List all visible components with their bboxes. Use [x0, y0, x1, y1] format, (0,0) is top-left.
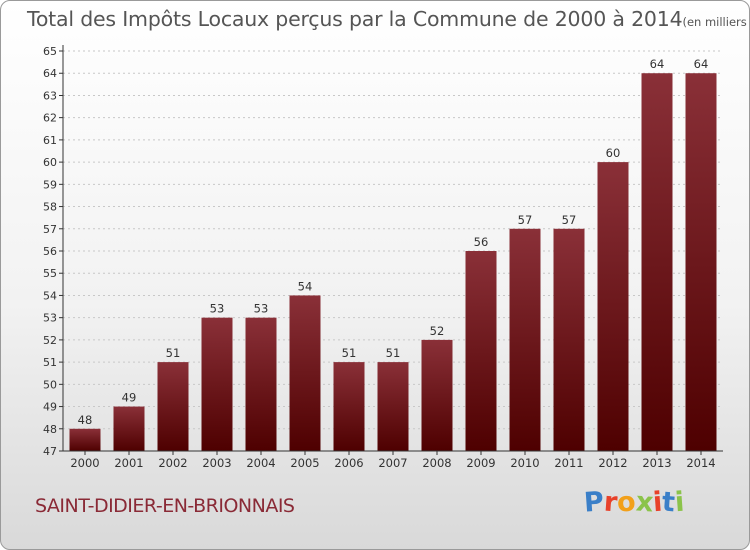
value-label: 51: [166, 346, 181, 360]
x-tick-label: 2011: [554, 456, 583, 470]
x-tick-label: 2002: [158, 456, 187, 470]
y-tick-label: 65: [43, 45, 57, 58]
y-tick-label: 50: [43, 378, 57, 391]
chart-title: Total des Impôts Locaux perçus par la Co…: [27, 7, 749, 31]
bar: [465, 251, 497, 451]
value-label: 57: [518, 213, 533, 227]
value-label: 56: [474, 235, 489, 249]
y-tick-label: 53: [43, 312, 57, 325]
bar: [641, 73, 673, 451]
bars: [69, 73, 717, 451]
bar: [377, 362, 409, 451]
y-tick-label: 56: [43, 245, 57, 258]
bar: [157, 362, 189, 451]
axes: [59, 45, 723, 455]
value-label: 52: [430, 324, 445, 338]
chart-title-text: Total des Impôts Locaux perçus par la Co…: [27, 7, 683, 31]
commune-name: SAINT-DIDIER-EN-BRIONNAIS: [35, 495, 295, 517]
value-label: 60: [606, 146, 621, 160]
bar: [509, 228, 541, 451]
y-tick-label: 63: [43, 89, 57, 102]
x-tick-label: 2004: [246, 456, 275, 470]
y-tick-label: 47: [43, 445, 57, 458]
bar: [685, 73, 717, 451]
x-tick-label: 2001: [114, 456, 143, 470]
x-tick-label: 2000: [70, 456, 99, 470]
value-label: 57: [562, 213, 577, 227]
logo-letter: i: [674, 486, 686, 519]
value-label: 49: [122, 391, 137, 405]
y-tick-label: 55: [43, 267, 57, 280]
x-tick-label: 2005: [290, 456, 319, 470]
y-tick-label: 62: [43, 112, 57, 125]
value-label: 54: [298, 279, 313, 293]
bar: [553, 228, 585, 451]
y-tick-label: 52: [43, 334, 57, 347]
value-label: 53: [254, 302, 269, 316]
y-tick-label: 64: [43, 67, 57, 80]
y-tick-label: 49: [43, 401, 57, 414]
x-tick-label: 2008: [422, 456, 451, 470]
y-tick-label: 48: [43, 423, 57, 436]
chart-title-unit: (en milliers d'€): [682, 15, 749, 29]
x-tick-label: 2013: [642, 456, 671, 470]
x-tick-label: 2010: [510, 456, 539, 470]
x-tick-label: 2003: [202, 456, 231, 470]
y-tick-label: 61: [43, 134, 57, 147]
x-tick-label: 2009: [466, 456, 495, 470]
y-tick-label: 58: [43, 201, 57, 214]
labels: 47 48 49 50 51 52 53 54 55 56 57 58 59 60 61 62 63 64 65 48…: [43, 45, 716, 470]
bar: [69, 428, 101, 451]
value-label: 53: [210, 302, 225, 316]
value-label: 48: [78, 413, 93, 427]
bar: [201, 317, 233, 451]
bar: [597, 162, 629, 451]
x-tick-label: 2006: [334, 456, 363, 470]
y-tick-label: 57: [43, 223, 57, 236]
x-tick-label: 2007: [378, 456, 407, 470]
value-label: 51: [386, 346, 401, 360]
logo-letter: P: [582, 486, 605, 519]
bar: [421, 339, 453, 451]
y-tick-label: 59: [43, 178, 57, 191]
value-label: 64: [694, 57, 709, 71]
value-label: 51: [342, 346, 357, 360]
bar: [289, 295, 321, 451]
x-tick-label: 2014: [686, 456, 715, 470]
logo-letter: o: [616, 486, 637, 519]
bar: [113, 406, 145, 451]
value-label: 64: [650, 57, 665, 71]
x-tick-label: 2012: [598, 456, 627, 470]
bar: [333, 362, 365, 451]
y-tick-label: 51: [43, 356, 57, 369]
y-tick-label: 60: [43, 156, 57, 169]
bar: [245, 317, 277, 451]
y-tick-label: 54: [43, 289, 57, 302]
proxiti-logo[interactable]: Proxiti: [582, 486, 686, 519]
